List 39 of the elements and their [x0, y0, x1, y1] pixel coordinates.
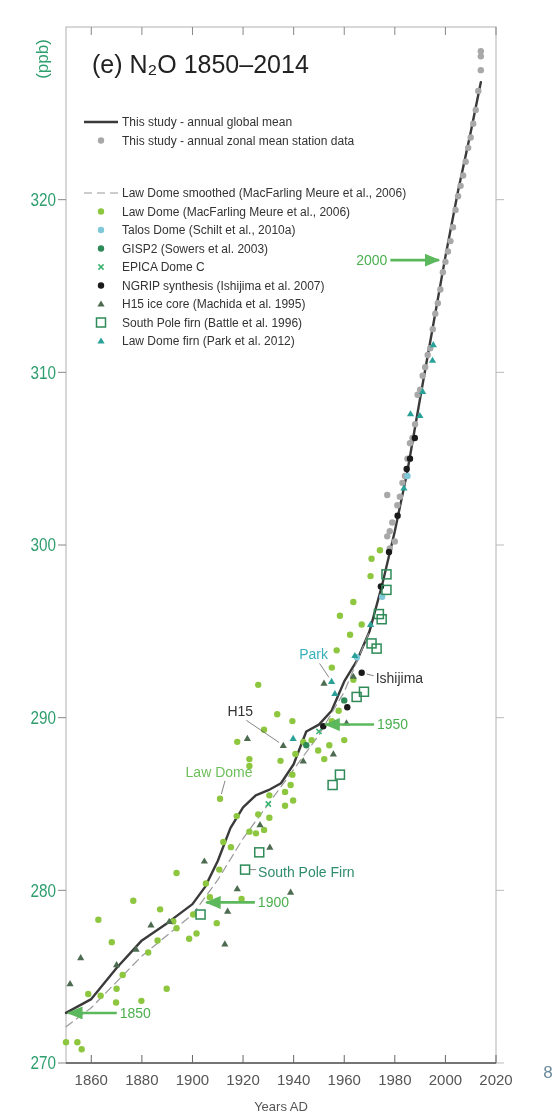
y-axis-title: (ppb) — [33, 39, 52, 79]
x-axis-title: Years AD — [254, 1099, 308, 1114]
legend-label: Law Dome (MacFarling Meure et al., 2006) — [122, 204, 351, 219]
legend-label: Law Dome firn (Park et al. 2012) — [122, 334, 295, 349]
annotation: Law Dome — [185, 763, 253, 780]
y-tick-label: 270 — [30, 1053, 56, 1074]
annotation: 1850 — [119, 1004, 152, 1021]
legend-label: This study - annual global mean — [122, 115, 293, 130]
x-tick-label: 1940 — [276, 1071, 311, 1088]
annotation: Park — [299, 646, 329, 663]
x-tick-label: 1920 — [226, 1071, 260, 1088]
y-tick-label: 320 — [30, 189, 56, 211]
annotation: Ishijima — [375, 669, 424, 686]
y-tick-label: 280 — [30, 880, 56, 901]
legend-label: Law Dome smoothed (MacFarling Meure et al., 2006) — [122, 186, 407, 201]
x-tick-label: 1880 — [125, 1071, 159, 1088]
text: (e) N₂O 1850–2014 — [92, 50, 309, 78]
legend-label: EPICA Dome C — [122, 260, 206, 275]
x-tick-label: 1960 — [327, 1071, 361, 1088]
x-tick-label: 2020 — [479, 1071, 513, 1088]
y-tick-label: 310 — [30, 362, 56, 383]
legend-label: Talos Dome (Schilt et al., 2010a) — [122, 223, 296, 238]
x-tick-label: 2000 — [428, 1071, 463, 1088]
x-tick-label: 1980 — [378, 1071, 412, 1088]
text: 8 — [543, 1063, 553, 1082]
legend-label: H15 ice core (Machida et al. 1995) — [122, 297, 306, 312]
annotation: 1900 — [257, 894, 290, 911]
x-tick-label: 1860 — [74, 1071, 108, 1088]
annotation: 1950 — [377, 716, 409, 733]
annotation: 2000 — [356, 252, 388, 268]
annotation: South Pole Firn — [258, 863, 355, 880]
legend-label: This study - annual zonal mean station data — [122, 133, 355, 148]
annotation: H15 — [227, 703, 254, 720]
x-tick-label: 1900 — [175, 1071, 210, 1088]
y-tick-label: 300 — [30, 535, 56, 556]
legend-label: GISP2 (Sowers et al. 2003) — [122, 241, 269, 256]
legend-label: South Pole firn (Battle et al. 1996) — [122, 315, 303, 330]
y-tick-label: 290 — [30, 707, 56, 729]
legend-label: NGRIP synthesis (Ishijima et al. 2007) — [122, 278, 325, 293]
